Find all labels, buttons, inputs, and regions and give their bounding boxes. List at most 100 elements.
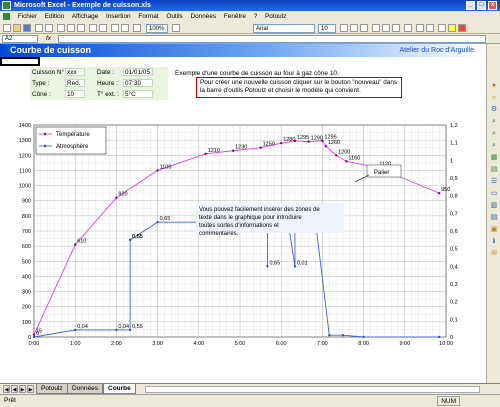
fill-color-icon[interactable] (448, 24, 456, 32)
save-icon[interactable] (23, 24, 31, 32)
merge-icon[interactable] (404, 24, 412, 32)
tool-sheet-icon[interactable]: ▤ (490, 214, 498, 221)
font-select[interactable]: Arial (253, 24, 315, 33)
close-button[interactable]: x (488, 1, 497, 10)
horizontal-scrollbar[interactable] (145, 386, 480, 393)
formula-input[interactable] (58, 35, 486, 43)
font-size-select[interactable]: 10 (318, 24, 336, 33)
info-value-type[interactable]: Red. (65, 79, 85, 87)
tool-print-icon[interactable]: ▣ (490, 226, 498, 233)
copy-icon[interactable] (67, 24, 75, 32)
tool-info-icon[interactable]: ℹ (492, 238, 496, 245)
menu-donnees[interactable]: Données (190, 13, 217, 20)
name-box[interactable]: A2 (2, 35, 38, 43)
maximize-button[interactable]: □ (477, 1, 486, 10)
tool-list-icon[interactable]: ☰ (490, 178, 498, 185)
align-right-icon[interactable] (392, 24, 400, 32)
menu-format[interactable]: Format (138, 13, 159, 20)
menu-affichage[interactable]: Affichage (71, 13, 99, 20)
tool-palette-icon[interactable]: ● (491, 82, 497, 89)
tab-courbe[interactable]: Courbe (103, 384, 136, 394)
menu-insertion[interactable]: Insertion (106, 13, 131, 20)
preview-icon[interactable] (45, 24, 53, 32)
paste-icon[interactable] (77, 24, 85, 32)
fx-icon[interactable]: fx (46, 35, 52, 42)
temperature-data-label: 1200 (338, 149, 350, 155)
print-icon[interactable] (35, 24, 43, 32)
tool-window-icon[interactable]: ▭ (490, 190, 498, 197)
tool-zoom-icon[interactable]: ⌕ (492, 118, 496, 125)
info-value-date[interactable]: 01/01/05 (123, 68, 153, 76)
redo-icon[interactable] (99, 24, 107, 32)
tool-search2-icon[interactable]: ⌕ (492, 142, 496, 149)
cooking-chart[interactable]: 0100200300400500600700800900100011001200… (0, 44, 486, 383)
last-sheet-button[interactable]: ▶ (27, 385, 34, 393)
prev-sheet-button[interactable]: ◀ (11, 385, 18, 393)
temperature-data-label: 15 (36, 329, 42, 335)
y2-tick-label: 0,6 (450, 229, 458, 235)
worksheet[interactable]: Courbe de cuisson Atelier du Roc d'Argui… (0, 44, 486, 383)
tab-donnees[interactable]: Données (67, 384, 104, 394)
minimize-button[interactable]: _ (466, 1, 475, 10)
menu-edition[interactable]: Edition (44, 13, 65, 20)
zoom-select[interactable]: 100% (146, 24, 168, 33)
tool-grid-icon[interactable]: ▦ (490, 154, 498, 161)
tool-search-icon[interactable]: ⌕ (492, 130, 496, 137)
chart-wizard-icon[interactable] (133, 24, 141, 32)
window-titlebar: Microsoft Excel - Exemple de cuisson.xls… (0, 0, 500, 11)
comment-text-line: toutes sortes d'informations et (199, 223, 279, 229)
undo-icon[interactable] (89, 24, 97, 32)
legend-temperature-label: Température (56, 132, 90, 138)
tool-gear-icon[interactable]: ⚙ (490, 106, 498, 113)
info-value-cuisson[interactable]: xxx (65, 68, 85, 76)
y-tick-label: 1100 (19, 168, 31, 174)
menu-outils[interactable]: Outils (166, 13, 183, 20)
atmosphere-data-label: 0,65 (160, 216, 171, 222)
info-value-heure[interactable]: 07:30 (123, 79, 153, 87)
cut-icon[interactable] (57, 24, 65, 32)
y-tick-label: 400 (22, 274, 31, 280)
sheet-title-banner: Courbe de cuisson (0, 44, 486, 57)
underline-icon[interactable] (360, 24, 368, 32)
sheet-title: Courbe de cuisson (10, 45, 92, 55)
new-icon[interactable] (3, 24, 11, 32)
tool-mail-icon[interactable]: ✉ (491, 250, 497, 257)
align-left-icon[interactable] (372, 24, 380, 32)
temperature-point (345, 160, 348, 163)
temperature-data-label: 1100 (160, 164, 172, 170)
temperature-data-label: 950 (441, 187, 450, 193)
italic-icon[interactable] (350, 24, 358, 32)
atmosphere-point (128, 238, 132, 242)
help-icon[interactable] (172, 24, 180, 32)
tool-chart-icon[interactable]: ▥ (490, 202, 498, 209)
bold-icon[interactable] (340, 24, 348, 32)
selected-cell[interactable] (0, 57, 40, 66)
y-tick-label: 1300 (19, 138, 31, 144)
temperature-point (231, 149, 235, 152)
tool-sun-icon[interactable]: ☼ (490, 94, 498, 101)
borders-icon[interactable] (438, 24, 446, 32)
menu-fichier[interactable]: Fichier (17, 13, 37, 20)
sum-icon[interactable] (111, 24, 119, 32)
tool-table-icon[interactable]: ▤ (490, 166, 498, 173)
legend-box (35, 126, 107, 155)
tab-potoulz[interactable]: Potoulz (36, 384, 68, 394)
temperature-point (74, 243, 77, 246)
menu-fenetre[interactable]: Fenêtre (223, 13, 246, 20)
align-center-icon[interactable] (382, 24, 390, 32)
font-color-icon[interactable] (458, 24, 466, 32)
menu-potoulz[interactable]: Potoulz (265, 13, 287, 20)
temperature-data-label: 1250 (263, 142, 275, 148)
example-caption: Exemple d'une courbe de cuisson au four … (175, 70, 339, 77)
info-value-text[interactable]: 5°C (123, 90, 153, 98)
first-sheet-button[interactable]: ◀ (3, 385, 10, 393)
info-value-cone[interactable]: 10 (65, 90, 85, 98)
currency-icon[interactable] (416, 24, 424, 32)
sort-icon[interactable] (121, 24, 129, 32)
info-label-type: Type : (32, 80, 50, 87)
percent-icon[interactable] (426, 24, 434, 32)
menu-help[interactable]: ? (253, 13, 258, 20)
menu-bar: Fichier Edition Affichage Insertion Form… (0, 11, 500, 22)
next-sheet-button[interactable]: ▶ (19, 385, 26, 393)
open-icon[interactable] (13, 24, 21, 32)
